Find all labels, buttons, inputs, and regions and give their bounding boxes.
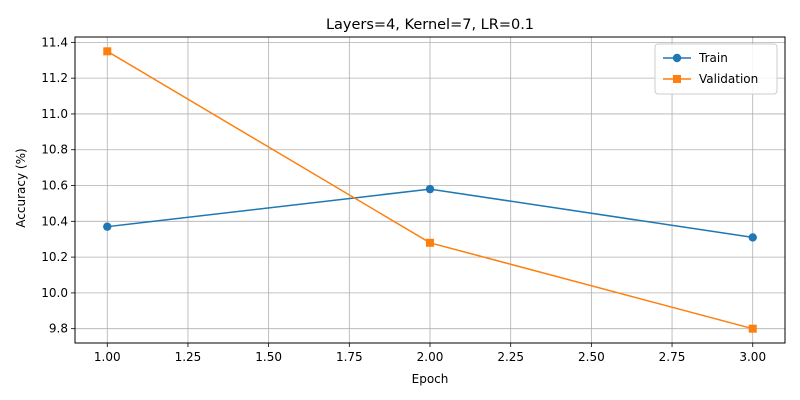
y-tick-label: 10.4: [41, 214, 68, 228]
y-axis-label: Accuracy (%): [14, 148, 28, 227]
y-tick-label: 11.0: [41, 107, 68, 121]
x-axis-ticks: 1.00 1.25 1.50 1.75 2.00 2.25 2.50 2.75 3.00: [94, 343, 766, 364]
series-layer: [103, 47, 757, 333]
data-point-validation: [748, 324, 757, 333]
x-axis-label: Epoch: [412, 372, 449, 386]
legend-entry-train: Train: [663, 51, 728, 65]
x-tick-label: 1.00: [94, 350, 121, 364]
x-tick-label: 3.00: [739, 350, 766, 364]
x-tick-label: 2.50: [578, 350, 605, 364]
y-tick-label: 10.6: [41, 179, 68, 193]
legend-label: Validation: [699, 72, 758, 86]
x-tick-label: 2.75: [659, 350, 686, 364]
y-tick-label: 10.8: [41, 143, 68, 157]
series-train: [103, 184, 757, 242]
legend-entry-validation: Validation: [663, 72, 758, 86]
x-tick-label: 2.25: [497, 350, 524, 364]
legend: Train Validation: [654, 43, 778, 95]
data-point-validation: [426, 238, 434, 247]
x-tick-label: 2.00: [417, 350, 444, 364]
chart-title: Layers=4, Kernel=7, LR=0.1: [326, 17, 534, 33]
y-tick-label: 11.4: [41, 35, 68, 49]
series-validation: [103, 47, 757, 333]
y-tick-label: 11.2: [41, 71, 68, 85]
y-tick-label: 9.8: [49, 322, 68, 336]
legend-box: [654, 43, 778, 95]
x-tick-label: 1.25: [175, 350, 202, 364]
data-point-train: [748, 233, 757, 242]
y-axis-ticks: 9.8 10.0 10.2 10.4 10.6 10.8 11.0 11.2 11.4: [41, 35, 75, 336]
legend-label: Train: [698, 51, 728, 65]
y-tick-label: 10.2: [41, 250, 68, 264]
data-point-train: [103, 222, 112, 231]
x-tick-label: 1.75: [336, 350, 363, 364]
legend-marker: [673, 75, 681, 83]
data-point-validation: [103, 47, 112, 56]
data-point-train: [425, 184, 435, 194]
legend-marker: [672, 53, 682, 63]
y-tick-label: 10.0: [41, 286, 68, 300]
x-tick-label: 1.50: [255, 350, 282, 364]
